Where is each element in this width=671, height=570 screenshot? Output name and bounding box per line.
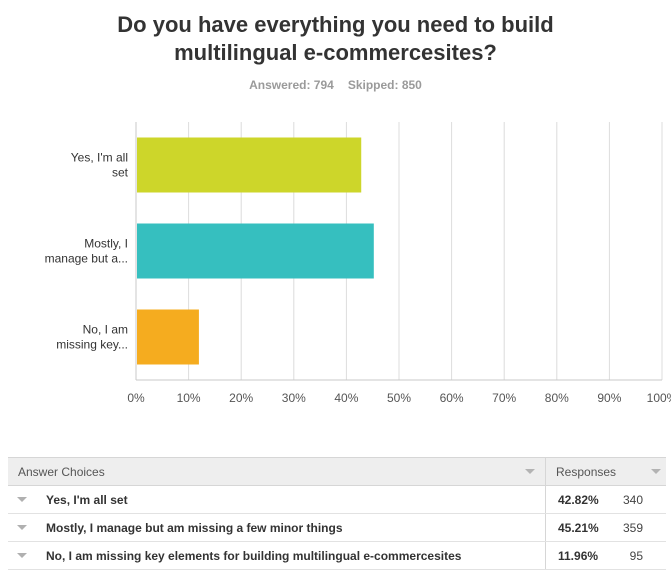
x-tick-label: 50% <box>387 391 411 405</box>
expand-caret-icon[interactable] <box>17 497 27 502</box>
x-tick-label: 20% <box>229 391 253 405</box>
x-tick-label: 30% <box>282 391 306 405</box>
question-title: Do you have everything you need to build… <box>0 11 671 67</box>
bar <box>137 137 362 193</box>
x-tick-label: 90% <box>597 391 621 405</box>
category-label: missing key... <box>56 338 128 352</box>
choice-label: No, I am missing key elements for buildi… <box>46 549 462 563</box>
answer-choices-header[interactable]: Answer Choices <box>8 458 545 485</box>
answered-count: Answered: 794 <box>249 78 334 92</box>
response-count: 359 <box>622 521 643 535</box>
choice-cell: No, I am missing key elements for buildi… <box>8 542 545 569</box>
table-row: Yes, I'm all set 42.82% 340 <box>8 486 666 514</box>
response-percent: 45.21% <box>558 521 599 535</box>
sort-caret-icon[interactable] <box>651 469 661 474</box>
answer-choices-table: Answer Choices Responses Yes, I'm all se… <box>8 457 666 570</box>
category-label: Yes, I'm all <box>71 151 128 165</box>
response-cell: 45.21% 359 <box>545 514 667 541</box>
response-percent: 42.82% <box>558 493 599 507</box>
responses-header-label: Responses <box>556 465 617 479</box>
bar-chart: 0% 10% 20% 30% 40% 50% 60% 70% 80% 90% 100% Yes, I'… <box>45 122 671 405</box>
sort-caret-icon[interactable] <box>525 469 535 474</box>
x-tick-label: 10% <box>177 391 201 405</box>
response-count: 340 <box>622 493 643 507</box>
skipped-count: Skipped: 850 <box>347 78 422 92</box>
response-count: 95 <box>629 549 643 563</box>
expand-caret-icon[interactable] <box>17 553 27 558</box>
category-label: manage but a... <box>45 252 128 266</box>
x-tick-label: 70% <box>492 391 516 405</box>
response-cell: 42.82% 340 <box>545 486 667 513</box>
category-label: Mostly, I <box>84 237 128 251</box>
table-header: Answer Choices Responses <box>8 458 666 486</box>
choice-cell: Yes, I'm all set <box>8 486 545 513</box>
category-label: set <box>112 166 129 180</box>
question-title-line-1: Do you have everything you need to build <box>117 12 554 37</box>
choice-cell: Mostly, I manage but am missing a few mi… <box>8 514 545 541</box>
x-tick-label: 100% <box>647 391 671 405</box>
x-tick-label: 0% <box>127 391 145 405</box>
responses-header[interactable]: Responses <box>545 458 667 485</box>
choice-label: Mostly, I manage but am missing a few mi… <box>46 521 343 535</box>
response-summary: Answered: 794 Skipped: 850 <box>0 78 671 92</box>
response-percent: 11.96% <box>558 549 599 563</box>
table-row: No, I am missing key elements for buildi… <box>8 542 666 570</box>
x-tick-label: 60% <box>440 391 464 405</box>
answer-choices-header-label: Answer Choices <box>18 465 105 479</box>
table-row: Mostly, I manage but am missing a few mi… <box>8 514 666 542</box>
x-tick-label: 80% <box>545 391 569 405</box>
response-cell: 11.96% 95 <box>545 542 667 569</box>
bar <box>137 309 199 365</box>
bar <box>137 223 374 279</box>
category-label: No, I am <box>83 323 128 337</box>
choice-label: Yes, I'm all set <box>46 493 128 507</box>
expand-caret-icon[interactable] <box>17 525 27 530</box>
x-tick-label: 40% <box>334 391 358 405</box>
question-title-line-2: multilingual e-commercesites? <box>174 40 497 65</box>
